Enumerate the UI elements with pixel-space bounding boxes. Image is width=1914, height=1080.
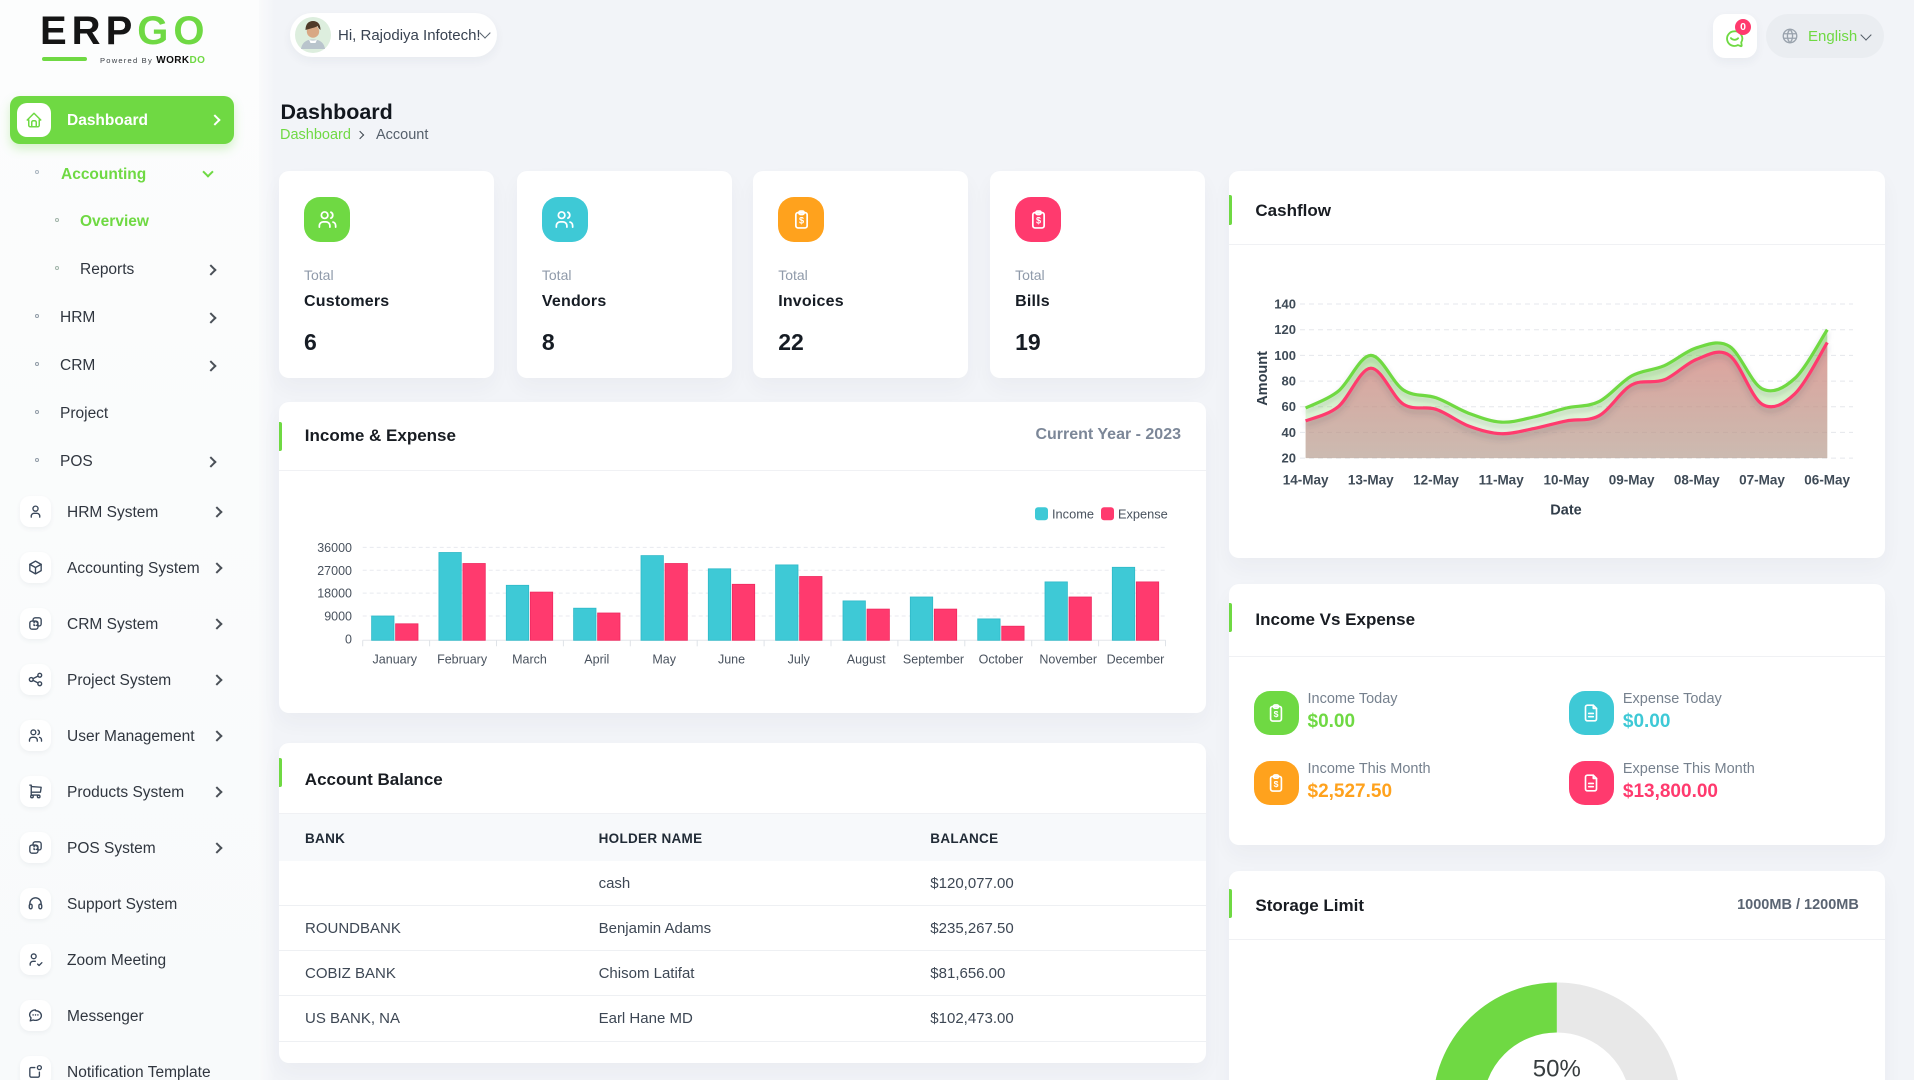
svg-text:80: 80 — [1282, 373, 1296, 388]
svg-text:Date: Date — [1550, 502, 1581, 518]
svg-text:9000: 9000 — [324, 609, 352, 623]
svg-text:60: 60 — [1282, 399, 1296, 414]
svg-text:0: 0 — [345, 632, 352, 646]
svg-text:April: April — [584, 652, 609, 666]
svg-text:Expense: Expense — [1118, 506, 1168, 521]
svg-text:May: May — [652, 652, 676, 666]
svg-text:20: 20 — [1282, 450, 1296, 465]
svg-text:40: 40 — [1282, 424, 1296, 439]
svg-text:March: March — [512, 652, 547, 666]
svg-text:February: February — [437, 652, 488, 666]
svg-text:27000: 27000 — [317, 563, 352, 577]
svg-text:Income: Income — [1052, 506, 1094, 521]
svg-text:09-May: 09-May — [1609, 472, 1655, 487]
svg-text:14-May: 14-May — [1283, 472, 1329, 487]
svg-text:$: $ — [1036, 215, 1041, 225]
svg-text:08-May: 08-May — [1674, 472, 1720, 487]
svg-text:August: August — [847, 652, 886, 666]
svg-text:36000: 36000 — [317, 540, 352, 554]
svg-text:$: $ — [1274, 709, 1279, 719]
svg-text:January: January — [373, 652, 418, 666]
svg-text:December: December — [1107, 652, 1165, 666]
svg-text:100: 100 — [1274, 347, 1296, 362]
svg-text:June: June — [718, 652, 745, 666]
svg-text:18000: 18000 — [317, 586, 352, 600]
svg-text:September: September — [903, 652, 964, 666]
svg-text:140: 140 — [1274, 296, 1296, 311]
svg-text:07-May: 07-May — [1739, 472, 1785, 487]
svg-text:July: July — [788, 652, 811, 666]
svg-text:October: October — [979, 652, 1023, 666]
svg-text:$: $ — [799, 215, 804, 225]
svg-text:120: 120 — [1274, 322, 1296, 337]
svg-text:November: November — [1039, 652, 1097, 666]
svg-text:$: $ — [1274, 779, 1279, 789]
svg-text:13-May: 13-May — [1348, 472, 1394, 487]
svg-text:10-May: 10-May — [1544, 472, 1590, 487]
svg-text:11-May: 11-May — [1479, 472, 1525, 487]
svg-text:50%: 50% — [1533, 1055, 1581, 1080]
svg-text:12-May: 12-May — [1413, 472, 1459, 487]
svg-text:06-May: 06-May — [1804, 472, 1850, 487]
svg-text:Amount: Amount — [1255, 350, 1271, 405]
